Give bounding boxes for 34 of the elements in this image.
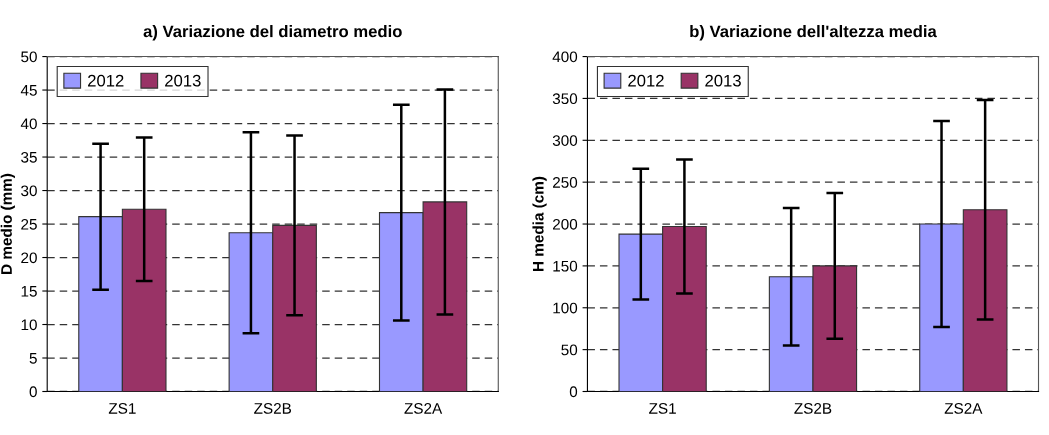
- y-tick-label: 25: [21, 218, 37, 230]
- y-tick-label: 45: [20, 85, 37, 96]
- legend-label: 2013: [165, 74, 201, 87]
- x-tick-label: ZS2A: [944, 403, 983, 414]
- y-tick-label: 200: [553, 218, 578, 230]
- x-tick-label: ZS2B: [794, 403, 832, 414]
- y-tick-label: 5: [29, 353, 37, 364]
- y-tick-label: 40: [20, 118, 37, 130]
- chart-title: a) Variazione del diametro medio: [143, 25, 402, 41]
- y-tick-label: 0: [569, 386, 578, 398]
- y-tick-label: 20: [21, 252, 37, 264]
- legend-label: 2013: [705, 74, 741, 87]
- x-tick-label: ZS2B: [254, 403, 292, 414]
- y-tick-label: 10: [21, 319, 37, 331]
- legend-label: 2012: [628, 74, 664, 87]
- y-tick-label: 50: [21, 51, 37, 63]
- x-tick-label: ZS1: [649, 403, 676, 414]
- y-axis-title: H media (cm): [532, 176, 547, 271]
- chart-title: b) Variazione dell'altezza media: [690, 25, 937, 41]
- y-tick-label: 250: [553, 177, 578, 188]
- y-tick-label: 30: [21, 185, 37, 197]
- y-tick-label: 0: [29, 386, 37, 398]
- y-tick-label: 300: [552, 135, 578, 146]
- y-tick-label: 400: [552, 51, 578, 63]
- y-tick-label: 100: [553, 302, 578, 314]
- x-tick-label: ZS1: [108, 403, 136, 414]
- y-tick-label: 50: [561, 344, 578, 356]
- y-tick-label: 350: [552, 93, 578, 105]
- y-tick-label: 35: [21, 151, 37, 163]
- y-tick-label: 15: [21, 286, 37, 297]
- legend-label: 2012: [88, 74, 124, 87]
- x-tick-label: ZS2A: [404, 403, 443, 414]
- y-tick-label: 150: [553, 260, 578, 272]
- y-axis-title: D medio (mm): [0, 173, 15, 274]
